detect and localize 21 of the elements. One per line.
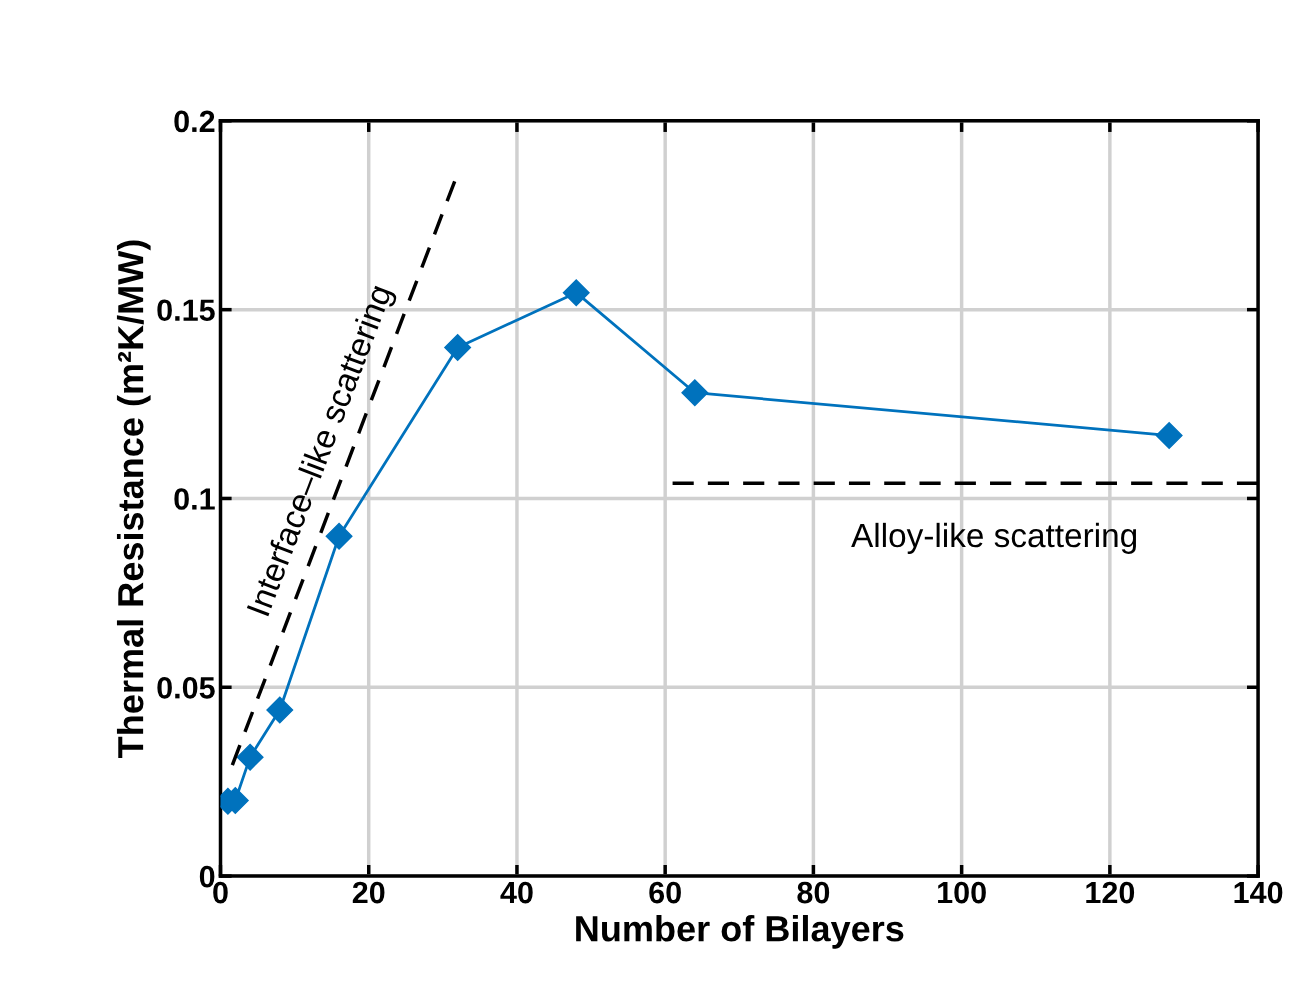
annotation: Alloy-like scattering [851, 522, 1137, 554]
y-tick-label: 0.1 [174, 488, 215, 510]
point [1155, 421, 1183, 449]
x-tick-label: 140 [1234, 881, 1283, 904]
x-tick-label: 120 [1086, 881, 1135, 904]
x-axis-title: Number of Bilayers [576, 914, 904, 949]
x-tick-label: 60 [649, 881, 681, 904]
point [444, 333, 472, 361]
y-tick-label: 0.15 [157, 299, 215, 322]
point [266, 696, 294, 724]
x-tick-label: 20 [352, 881, 385, 904]
point [562, 279, 590, 307]
y-tick-label: 0.2 [174, 110, 215, 133]
y-axis-title: Thermal Resistance (m²K/MW) [116, 240, 151, 758]
x-tick-label: 100 [938, 881, 986, 904]
x-tick-label: 80 [797, 881, 830, 904]
point [681, 379, 709, 407]
x-tick-label: 40 [500, 881, 533, 904]
point [236, 743, 264, 771]
y-tick-label: 0 [199, 865, 215, 888]
y-tick-label: 0.05 [157, 677, 215, 699]
